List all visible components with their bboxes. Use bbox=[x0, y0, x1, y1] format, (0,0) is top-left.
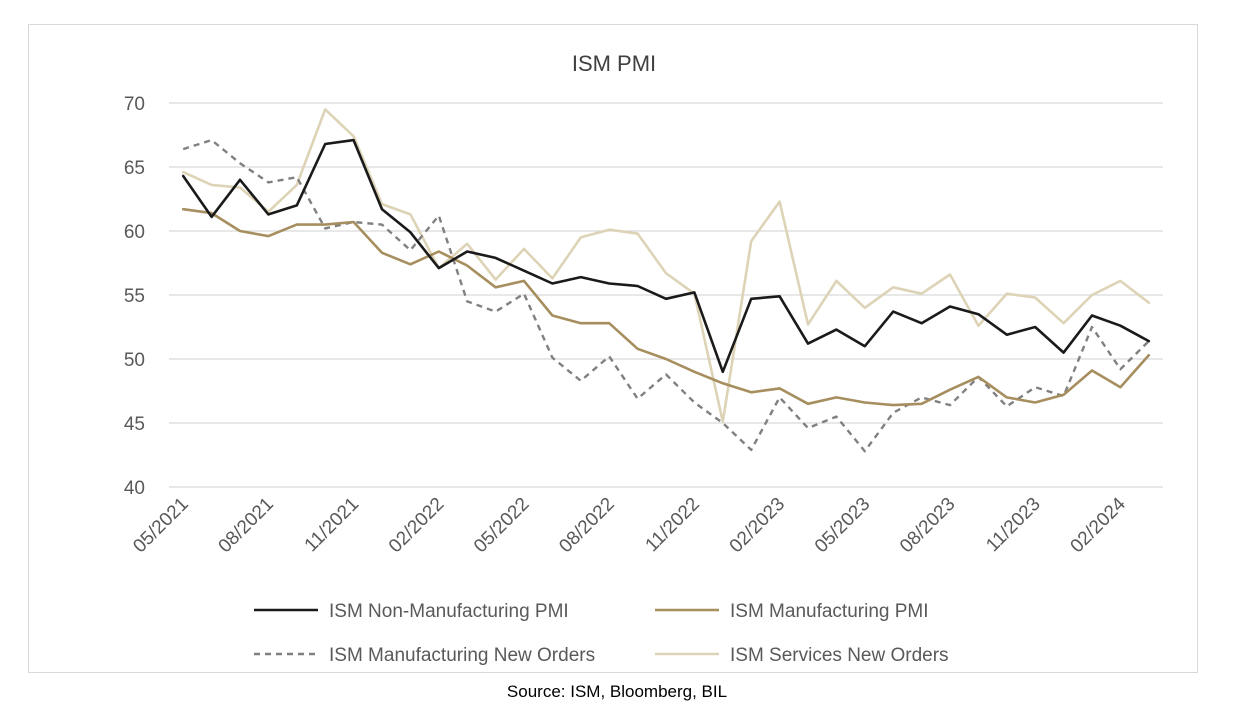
chart-title: ISM PMI bbox=[572, 51, 656, 76]
x-axis-tick-labels: 05/2021 08/2021 11/2021 02/2022 05/2022 08/20… bbox=[129, 493, 1130, 557]
x-tick-label: 02/2022 bbox=[385, 494, 448, 557]
legend-label: ISM Services New Orders bbox=[730, 645, 949, 666]
legend: ISM Non-Manufacturing PMI ISM Manufacturi… bbox=[254, 601, 949, 666]
y-tick-label: 70 bbox=[124, 94, 145, 115]
x-tick-label: 02/2024 bbox=[1067, 493, 1131, 557]
x-tick-label: 08/2022 bbox=[555, 494, 618, 557]
legend-label: ISM Manufacturing PMI bbox=[730, 601, 929, 622]
chart-frame: ISM PMI 40 45 50 55 60 65 70 05/2021 08/2021 11/… bbox=[28, 24, 1198, 673]
series-line-ism-services-new-orders bbox=[181, 108, 1151, 424]
y-axis-tick-labels: 40 45 50 55 60 65 70 bbox=[124, 94, 145, 499]
series-lines bbox=[181, 108, 1151, 453]
y-tick-label: 55 bbox=[124, 286, 145, 307]
y-tick-label: 60 bbox=[124, 222, 145, 243]
y-tick-label: 50 bbox=[124, 350, 145, 371]
x-tick-label: 08/2021 bbox=[215, 494, 278, 557]
legend-label: ISM Non-Manufacturing PMI bbox=[329, 601, 569, 622]
legend-label: ISM Manufacturing New Orders bbox=[329, 645, 595, 666]
x-tick-label: 05/2021 bbox=[129, 494, 192, 557]
source-note: Source: ISM, Bloomberg, BIL bbox=[506, 682, 728, 701]
series-line-ism-manufacturing-new-orders bbox=[182, 138, 1150, 453]
series-line-ism-manufacturing-pmi bbox=[181, 207, 1151, 407]
series-line-ism-non-manufacturing-pmi bbox=[181, 138, 1151, 374]
x-tick-label: 08/2023 bbox=[896, 494, 959, 557]
line-chart: ISM PMI 40 45 50 55 60 65 70 05/2021 08/2021 11/… bbox=[124, 51, 1163, 666]
x-tick-label: 05/2023 bbox=[811, 494, 874, 557]
x-tick-label: 05/2022 bbox=[470, 494, 533, 557]
x-tick-label: 02/2023 bbox=[726, 494, 789, 557]
y-tick-label: 40 bbox=[124, 478, 145, 499]
x-tick-label: 11/2021 bbox=[301, 494, 363, 556]
x-tick-label: 11/2022 bbox=[642, 494, 704, 556]
x-tick-label: 11/2023 bbox=[982, 494, 1044, 556]
y-tick-label: 65 bbox=[124, 158, 145, 179]
y-tick-label: 45 bbox=[124, 414, 145, 435]
